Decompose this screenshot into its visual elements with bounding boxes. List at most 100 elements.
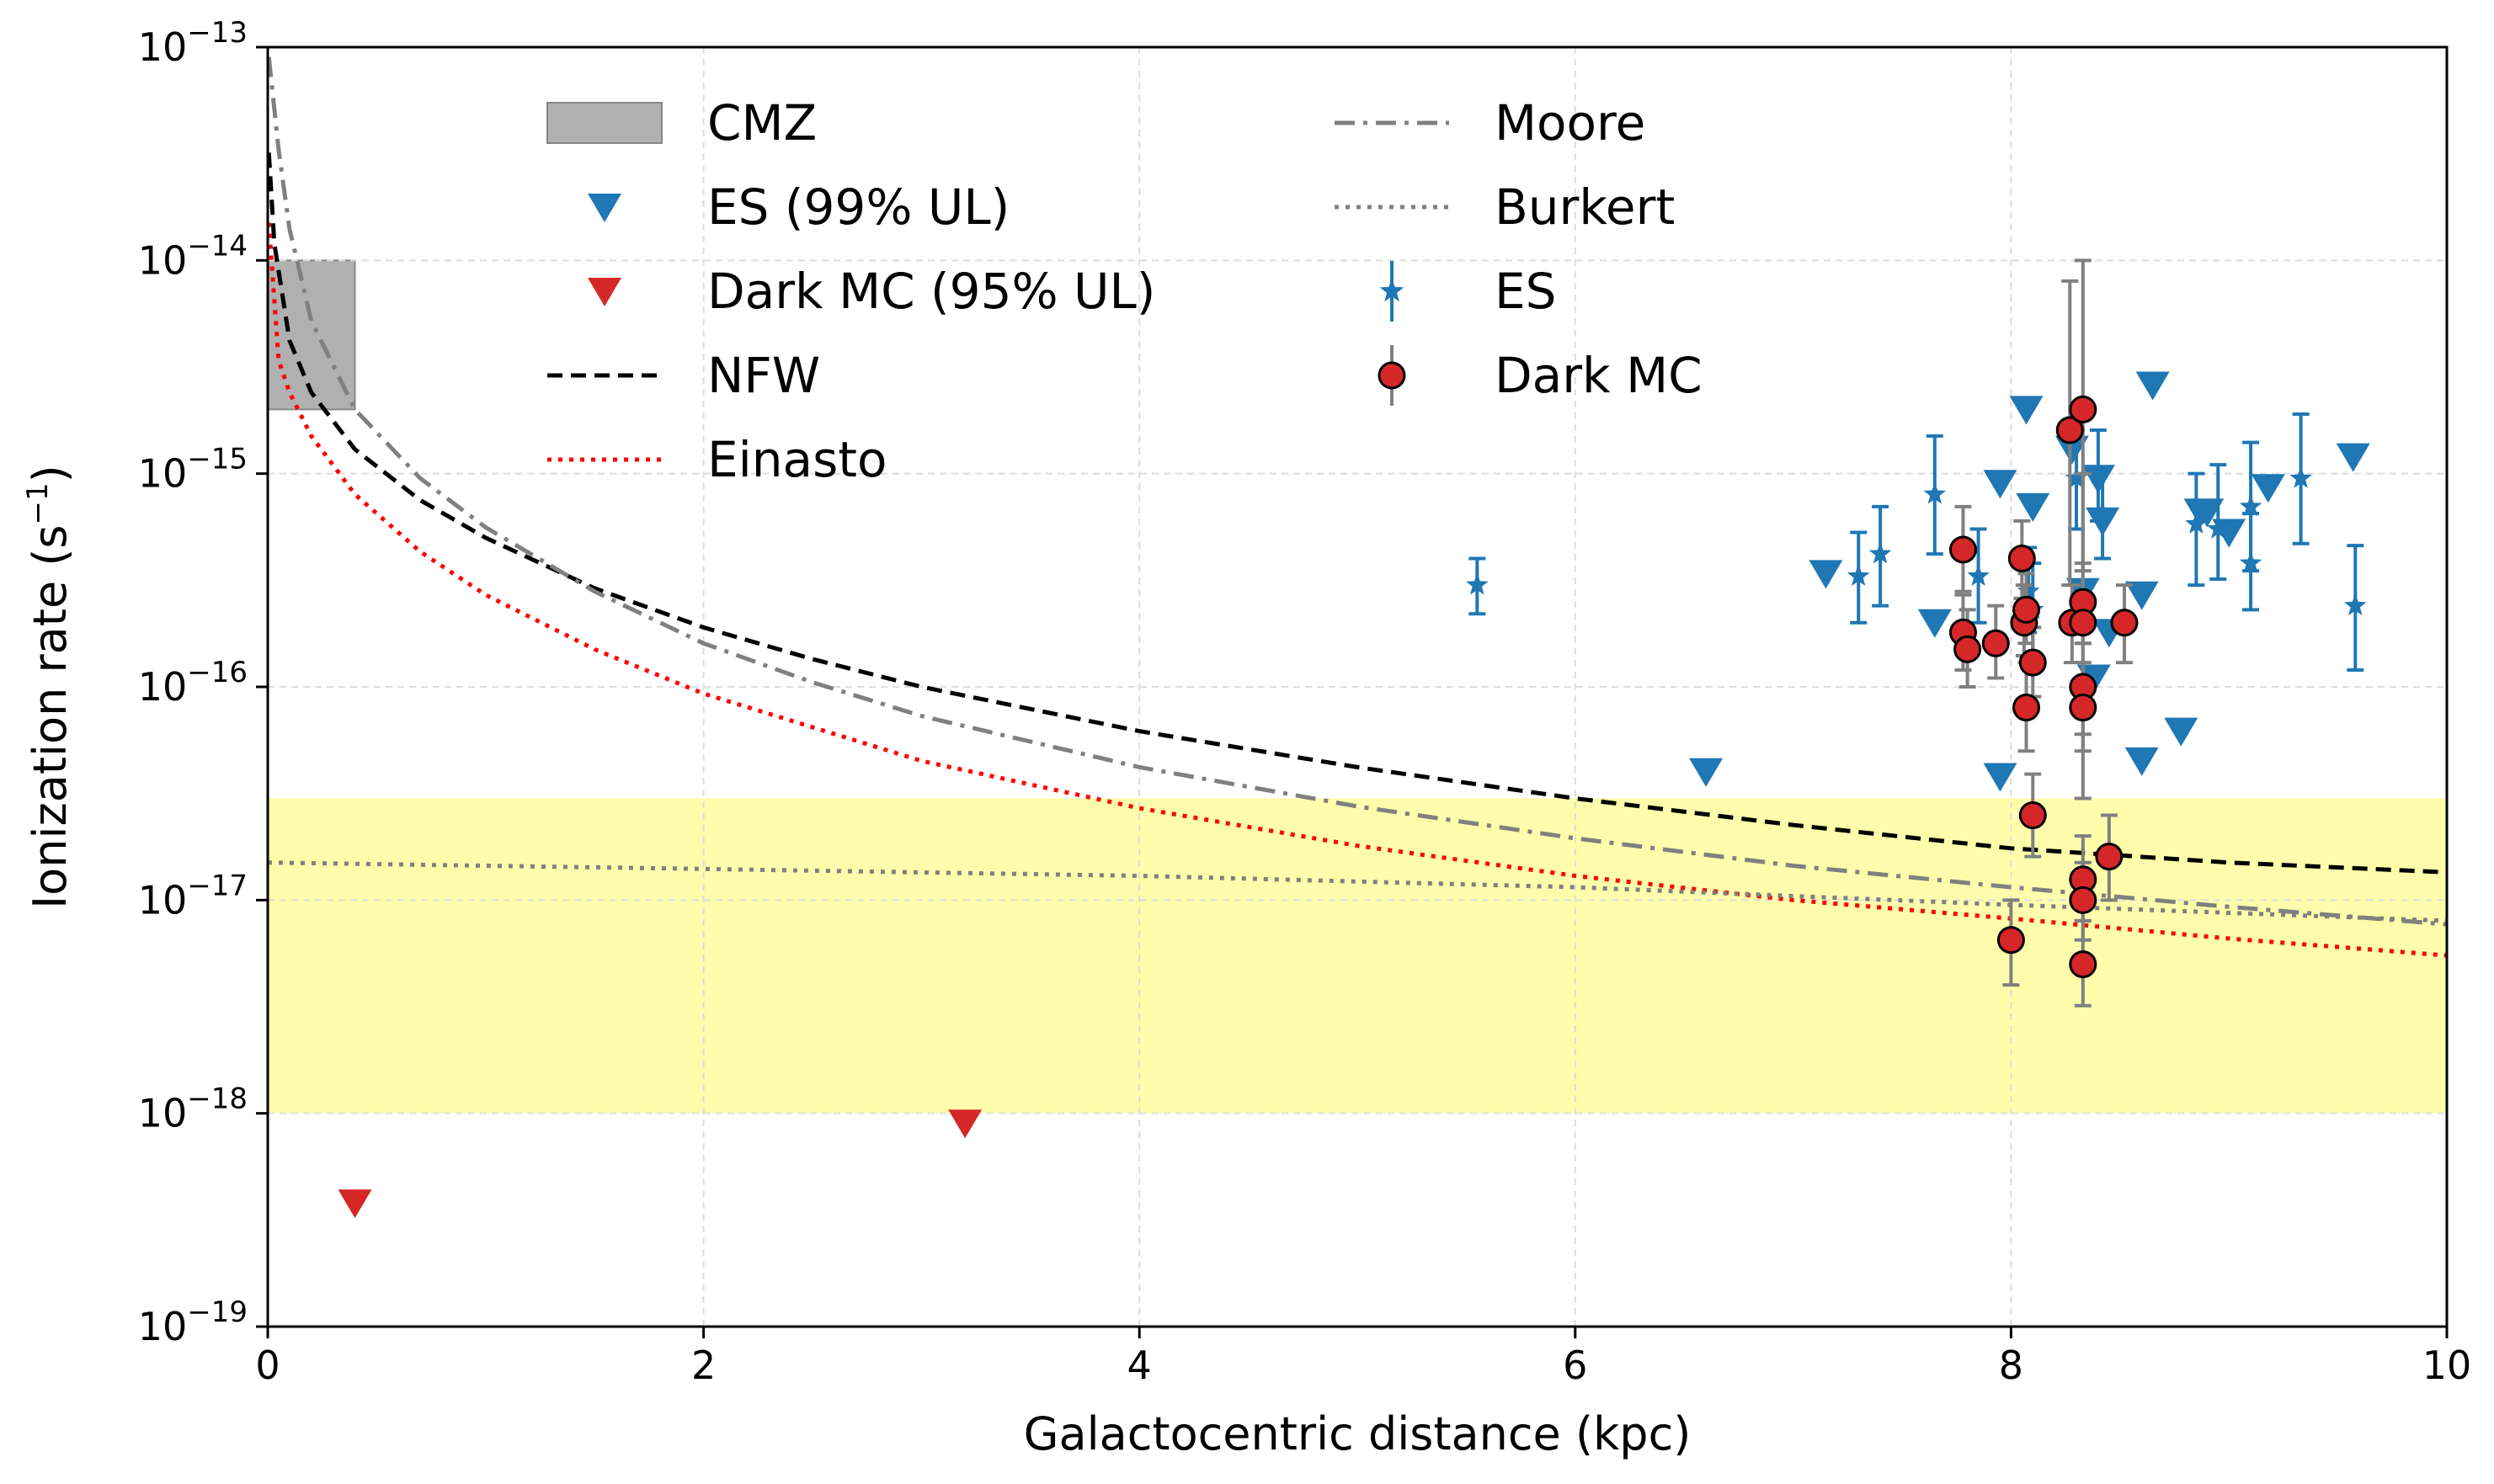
- dark-mc-point: [1996, 926, 2025, 955]
- legend-swatch: [588, 194, 621, 222]
- x-tick-label: 0: [255, 1343, 280, 1388]
- es-point: [1868, 542, 1892, 564]
- legend-swatch: [1379, 279, 1404, 302]
- legend-item-es-99-ul: ES (99% UL): [588, 178, 1010, 236]
- legend-item-dark-mc: Dark MC: [1378, 345, 1703, 406]
- dark-mc-point: [2069, 609, 2097, 637]
- y-tick-label: 10−14: [138, 229, 248, 283]
- dark-mc-point: [2012, 595, 2041, 624]
- legend-label: Dark MC (95% UL): [707, 263, 1155, 320]
- y-tick-power: −14: [187, 229, 248, 263]
- legend-item-burkert: Burkert: [1335, 178, 1675, 236]
- x-tick-label: 4: [1127, 1343, 1152, 1388]
- x-tick-label: 10: [2422, 1343, 2472, 1388]
- legend-swatch: [1378, 361, 1406, 390]
- y-tick-base: 10: [138, 451, 188, 497]
- curve-burkert: [268, 860, 2447, 923]
- x-axis-label: Galactocentric distance (kpc): [1024, 1407, 1692, 1460]
- dark-mc-point: [1981, 629, 2010, 657]
- es-point: [1923, 482, 1947, 504]
- dark-mc-point: [2018, 801, 2047, 830]
- upper-limit-point: [2124, 747, 2159, 776]
- upper-limit-point: [2336, 443, 2370, 472]
- legend-swatch: [588, 278, 621, 306]
- es-point: [2065, 466, 2088, 488]
- legend-item-cmz: CMZ: [546, 94, 817, 152]
- x-tick-label: 2: [691, 1343, 716, 1388]
- y-tick-base: 10: [138, 1091, 188, 1136]
- upper-limit-point: [2251, 474, 2285, 503]
- dark-mc-point: [1953, 635, 1982, 663]
- y-tick-power: −16: [187, 656, 248, 689]
- legend-item-moore: Moore: [1335, 94, 1645, 152]
- y-tick-base: 10: [138, 24, 188, 70]
- x-tick-label: 6: [1563, 1343, 1587, 1388]
- legend-item-es: ES: [1379, 261, 1556, 322]
- dark-mc-point: [2007, 544, 2036, 572]
- dark-mc-point: [2018, 648, 2047, 677]
- dark-mc-point: [2055, 416, 2084, 444]
- y-tick-label: 10−13: [138, 16, 248, 70]
- x-tick-label: 8: [1999, 1343, 2023, 1388]
- es-point: [2289, 466, 2312, 488]
- dark-mc-point: [2069, 395, 2097, 423]
- y-axis-label: Ionization rate (s−1): [21, 465, 77, 909]
- y-tick-label: 10−19: [138, 1295, 248, 1349]
- upper-limit-point: [1809, 560, 1843, 589]
- legend: CMZ ES (99% UL) Dark MC (95% UL) NFW Einasto…: [546, 94, 1703, 488]
- curve-nfw: [268, 152, 2447, 875]
- es-point: [2091, 502, 2114, 524]
- dark-mc-point: [2069, 694, 2097, 722]
- legend-swatch: [546, 102, 663, 144]
- upper-limit-point: [338, 1189, 372, 1219]
- es-point: [2086, 461, 2110, 483]
- es-point: [1967, 564, 1990, 586]
- legend-label: NFW: [707, 347, 820, 404]
- dark-mc-point: [2069, 950, 2097, 979]
- upper-limit-point: [948, 1109, 983, 1139]
- upper-limit-point: [1689, 758, 1724, 787]
- es-point: [2017, 579, 2040, 601]
- upper-limit-point: [2054, 435, 2089, 465]
- y-tick-power: −17: [187, 869, 248, 902]
- upper-limit-point: [2190, 498, 2225, 528]
- upper-limit-point: [1983, 470, 2017, 499]
- es-point: [2185, 512, 2208, 534]
- legend-label: ES: [1495, 263, 1556, 320]
- y-tick-power: −18: [187, 1082, 248, 1116]
- legend-item-nfw: NFW: [547, 347, 820, 404]
- upper-limit-point: [2135, 371, 2170, 401]
- y-tick-base: 10: [138, 664, 188, 710]
- legend-label: Dark MC: [1495, 347, 1703, 404]
- upper-limit-point: [2009, 396, 2044, 425]
- y-tick-power: −19: [187, 1295, 248, 1329]
- dark-mc-point: [2069, 886, 2097, 914]
- y-tick-label: 10−16: [138, 656, 248, 710]
- legend-label: CMZ: [707, 94, 817, 152]
- y-tick-base: 10: [138, 877, 188, 923]
- upper-limit-point: [2016, 492, 2050, 522]
- y-tick-base: 10: [138, 1304, 188, 1349]
- legend-item-dark-mc-95-ul: Dark MC (95% UL): [588, 263, 1155, 320]
- y-tick-power: −15: [187, 443, 248, 476]
- legend-label: Einasto: [707, 431, 887, 488]
- upper-limit-point: [1983, 763, 2017, 792]
- es-point: [2344, 593, 2367, 615]
- y-tick-label: 10−18: [138, 1082, 248, 1136]
- dark-mc-point: [2012, 694, 2041, 722]
- es-point: [1466, 573, 1489, 595]
- legend-label: ES (99% UL): [707, 178, 1010, 236]
- dark-mc-point: [2110, 609, 2139, 637]
- curve-moore: [268, 56, 2447, 927]
- es-point: [2239, 494, 2262, 517]
- es-point: [1847, 564, 1870, 586]
- upper-limit-point: [2164, 717, 2198, 747]
- y-tick-base: 10: [138, 237, 188, 283]
- upper-limit-point: [1917, 609, 1952, 638]
- upper-limit-point: [2124, 581, 2159, 610]
- legend-label: Burkert: [1495, 178, 1675, 236]
- dark-mc-point: [2095, 843, 2124, 871]
- y-tick-label: 10−17: [138, 869, 248, 923]
- y-tick-power: −13: [187, 16, 248, 50]
